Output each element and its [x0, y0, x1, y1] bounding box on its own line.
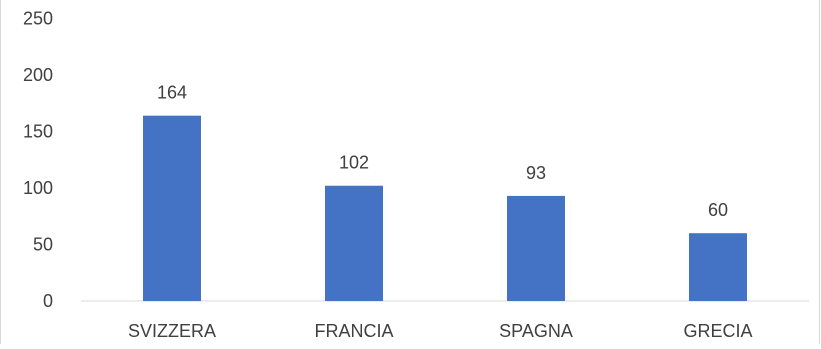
data-label: 102 [339, 153, 369, 173]
x-tick-label: SVIZZERA [128, 321, 216, 341]
x-tick-label: SPAGNA [499, 321, 573, 341]
bar-series [143, 115, 747, 302]
bar-grecia [689, 233, 747, 301]
y-tick-label: 250 [23, 9, 53, 29]
bar-svizzera [143, 115, 201, 302]
y-tick-label: 200 [23, 65, 53, 85]
bar-spagna [507, 195, 565, 301]
data-label: 164 [157, 83, 187, 103]
x-tick-label: FRANCIA [314, 321, 393, 341]
x-tick-label: GRECIA [683, 321, 752, 341]
x-axis-ticks: SVIZZERA FRANCIA SPAGNA GRECIA [128, 321, 753, 341]
y-axis-ticks: 0 50 100 150 200 250 [23, 9, 53, 312]
y-tick-label: 50 [33, 235, 53, 255]
data-labels: 164 102 93 60 [157, 83, 728, 221]
y-tick-label: 100 [23, 178, 53, 198]
data-label: 60 [708, 200, 728, 220]
y-tick-label: 0 [43, 291, 53, 311]
bar-francia [325, 185, 383, 301]
data-label: 93 [526, 163, 546, 183]
y-tick-label: 150 [23, 122, 53, 142]
